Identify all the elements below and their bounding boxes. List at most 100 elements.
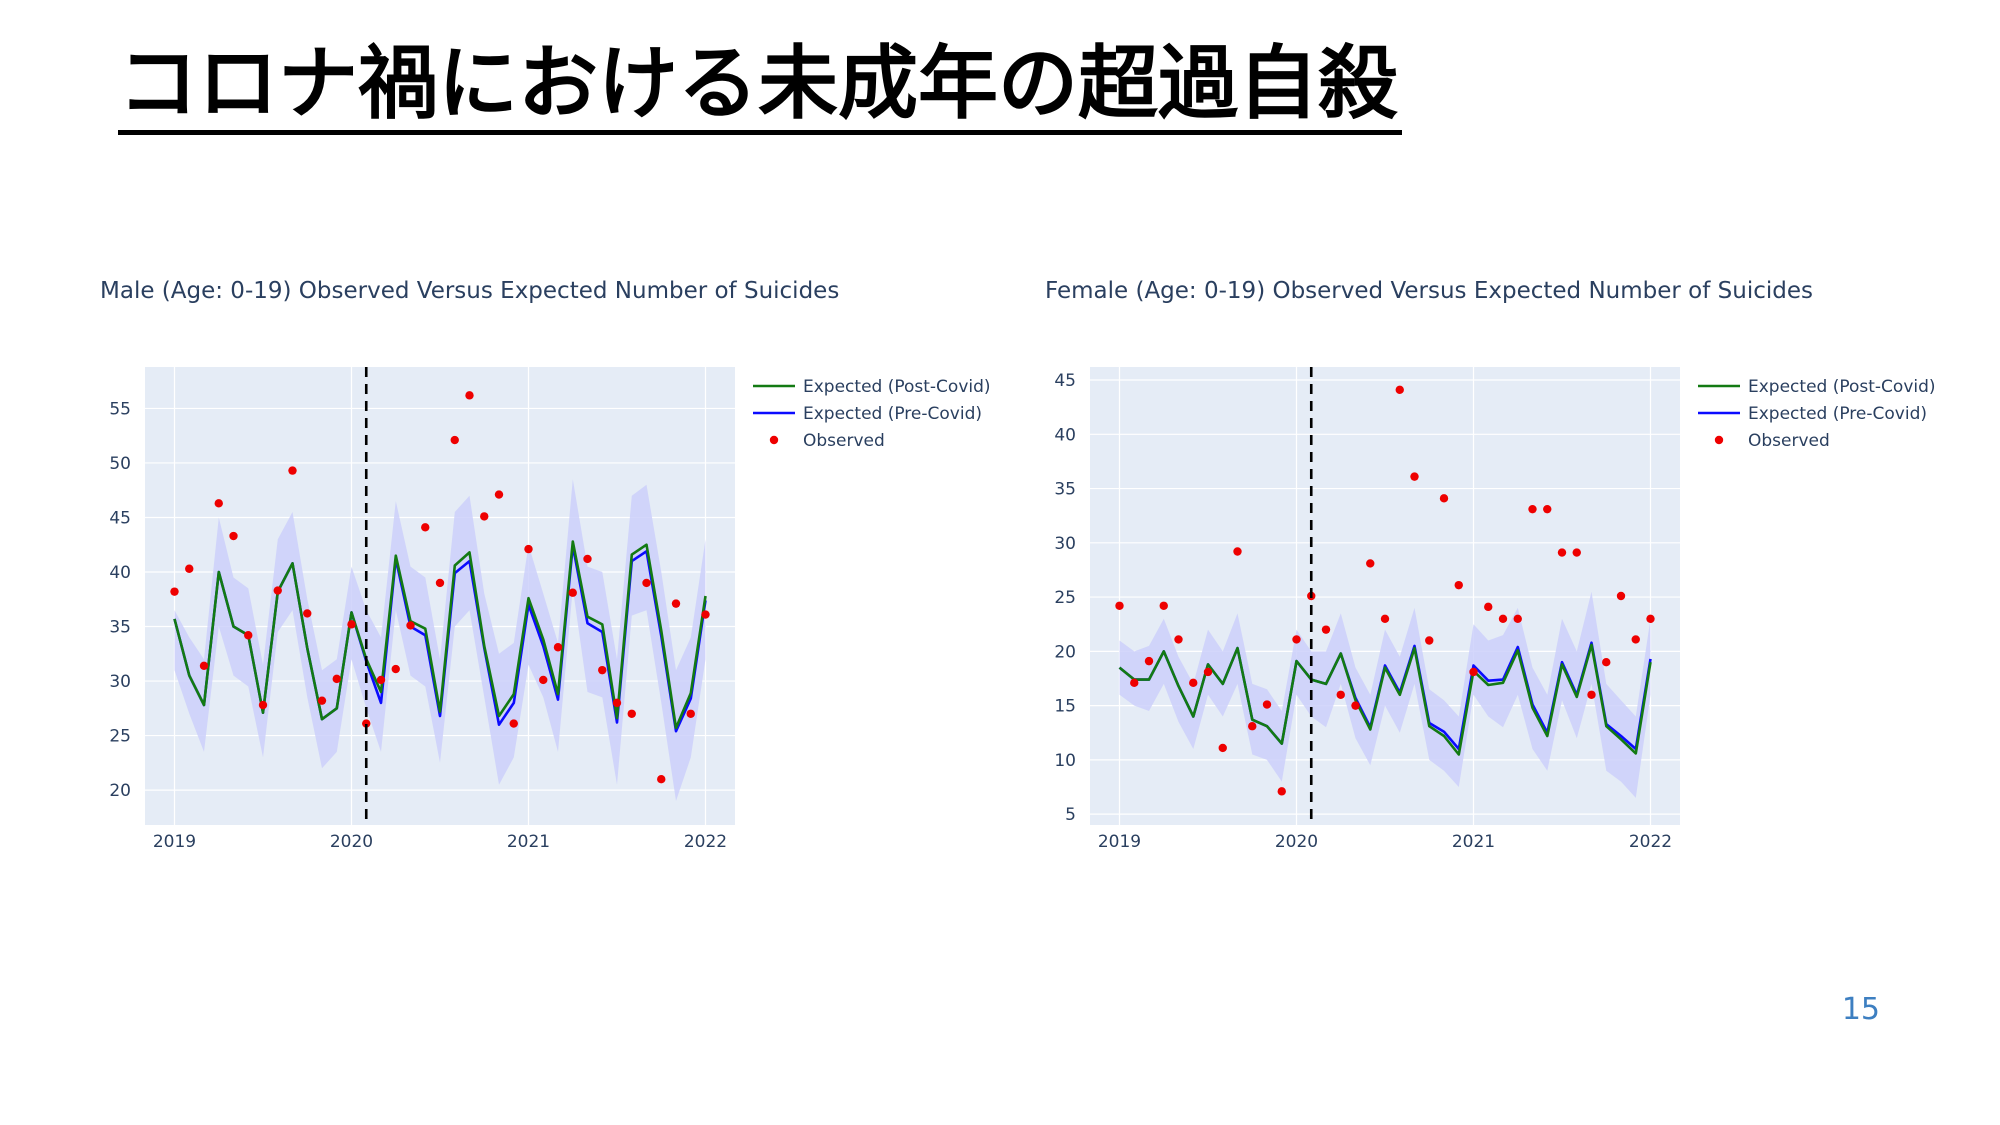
y-tick-label: 40: [109, 563, 131, 583]
y-tick-label: 20: [1054, 642, 1076, 662]
observed-point: [244, 631, 253, 640]
y-tick-label: 35: [109, 618, 131, 638]
observed-point: [376, 675, 386, 685]
observed-point: [480, 512, 489, 521]
y-tick-label: 30: [109, 672, 131, 692]
legend-label: Expected (Post-Covid): [803, 377, 991, 397]
observed-point: [185, 564, 194, 573]
observed-point: [1292, 635, 1301, 644]
chart-title: Female (Age: 0-19) Observed Versus Expec…: [1045, 278, 1813, 304]
slide-title: コロナ禍における未成年の超過自殺: [118, 42, 1402, 135]
observed-point: [1557, 548, 1567, 557]
observed-point: [1115, 601, 1124, 610]
observed-point: [1543, 504, 1552, 514]
y-tick-label: 15: [1054, 697, 1076, 717]
legend-label: Expected (Pre-Covid): [803, 404, 982, 424]
legend-label: Observed: [803, 431, 885, 451]
observed-point: [450, 435, 459, 445]
observed-point: [1616, 591, 1626, 601]
observed-point: [1454, 580, 1463, 590]
observed-point: [627, 709, 636, 718]
observed-point: [524, 544, 533, 554]
observed-point: [1425, 636, 1434, 645]
prediction-band: [1119, 591, 1651, 798]
observed-point: [657, 775, 666, 784]
y-tick-label: 30: [1054, 534, 1076, 554]
observed-point: [1336, 690, 1345, 699]
observed-point: [288, 466, 297, 475]
plot-area: [1090, 367, 1680, 825]
legend-swatch: [769, 435, 779, 445]
observed-point: [1159, 601, 1168, 610]
male-chart: Male (Age: 0-19) Observed Versus Expecte…: [100, 278, 991, 852]
female-chart: Female (Age: 0-19) Observed Versus Expec…: [1045, 278, 1936, 852]
observed-point: [1513, 614, 1522, 623]
y-tick-label: 45: [109, 508, 131, 528]
observed-point: [199, 661, 209, 670]
observed-point: [1528, 504, 1537, 514]
observed-point: [347, 620, 356, 629]
observed-point: [1631, 635, 1640, 644]
observed-point: [701, 610, 710, 619]
chart-title: Male (Age: 0-19) Observed Versus Expecte…: [100, 278, 839, 304]
observed-point: [598, 665, 607, 675]
observed-point: [553, 643, 563, 652]
legend-label: Expected (Pre-Covid): [1748, 404, 1927, 424]
observed-point: [1321, 625, 1331, 634]
observed-point: [465, 391, 474, 400]
observed-point: [509, 719, 518, 728]
observed-point: [686, 709, 695, 718]
observed-point: [1395, 385, 1404, 394]
observed-point: [406, 621, 415, 630]
legend-label: Expected (Post-Covid): [1748, 377, 1936, 397]
y-tick-label: 25: [109, 727, 131, 747]
y-tick-label: 40: [1054, 425, 1076, 445]
observed-point: [671, 599, 681, 608]
x-tick-label: 2020: [330, 832, 373, 852]
observed-point: [1130, 678, 1139, 688]
x-tick-label: 2021: [1452, 832, 1495, 852]
observed-point: [273, 586, 282, 595]
observed-point: [568, 588, 577, 597]
observed-point: [1203, 667, 1213, 677]
y-tick-label: 50: [109, 454, 131, 474]
female-chart-panel: Female (Age: 0-19) Observed Versus Expec…: [1025, 262, 2000, 882]
x-tick-label: 2019: [1098, 832, 1141, 852]
y-tick-label: 45: [1054, 371, 1076, 391]
expected-post-covid-line: [173, 540, 707, 730]
observed-point: [258, 700, 268, 710]
observed-point: [1248, 722, 1257, 731]
observed-point: [1410, 472, 1419, 481]
page-number: 15: [1841, 992, 1880, 1027]
observed-point: [317, 696, 327, 705]
observed-point: [1484, 602, 1493, 612]
observed-point: [1646, 614, 1655, 623]
observed-point: [1469, 667, 1478, 677]
y-tick-label: 10: [1054, 751, 1076, 771]
observed-point: [1218, 743, 1227, 753]
observed-point: [1498, 614, 1508, 623]
legend-swatch: [1714, 435, 1724, 445]
y-tick-label: 5: [1065, 805, 1076, 825]
x-tick-label: 2019: [153, 832, 196, 852]
observed-point: [612, 698, 622, 708]
observed-point: [435, 578, 445, 588]
legend-label: Observed: [1748, 431, 1830, 451]
observed-point: [1366, 559, 1375, 568]
observed-point: [214, 499, 223, 508]
x-tick-label: 2022: [1629, 832, 1672, 852]
observed-point: [494, 490, 504, 499]
observed-point: [421, 523, 430, 532]
observed-point: [1174, 635, 1183, 644]
y-tick-label: 35: [1054, 480, 1076, 500]
x-tick-label: 2021: [507, 832, 550, 852]
observed-point: [229, 531, 238, 541]
y-tick-label: 55: [109, 399, 131, 419]
observed-point: [1233, 547, 1242, 556]
observed-point: [1277, 787, 1286, 796]
observed-point: [362, 719, 371, 728]
observed-point: [583, 554, 592, 564]
observed-point: [391, 664, 400, 674]
observed-point: [1439, 494, 1449, 503]
observed-point: [1587, 690, 1596, 699]
